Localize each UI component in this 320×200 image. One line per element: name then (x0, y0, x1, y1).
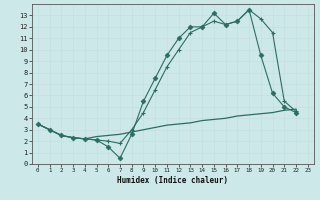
X-axis label: Humidex (Indice chaleur): Humidex (Indice chaleur) (117, 176, 228, 185)
